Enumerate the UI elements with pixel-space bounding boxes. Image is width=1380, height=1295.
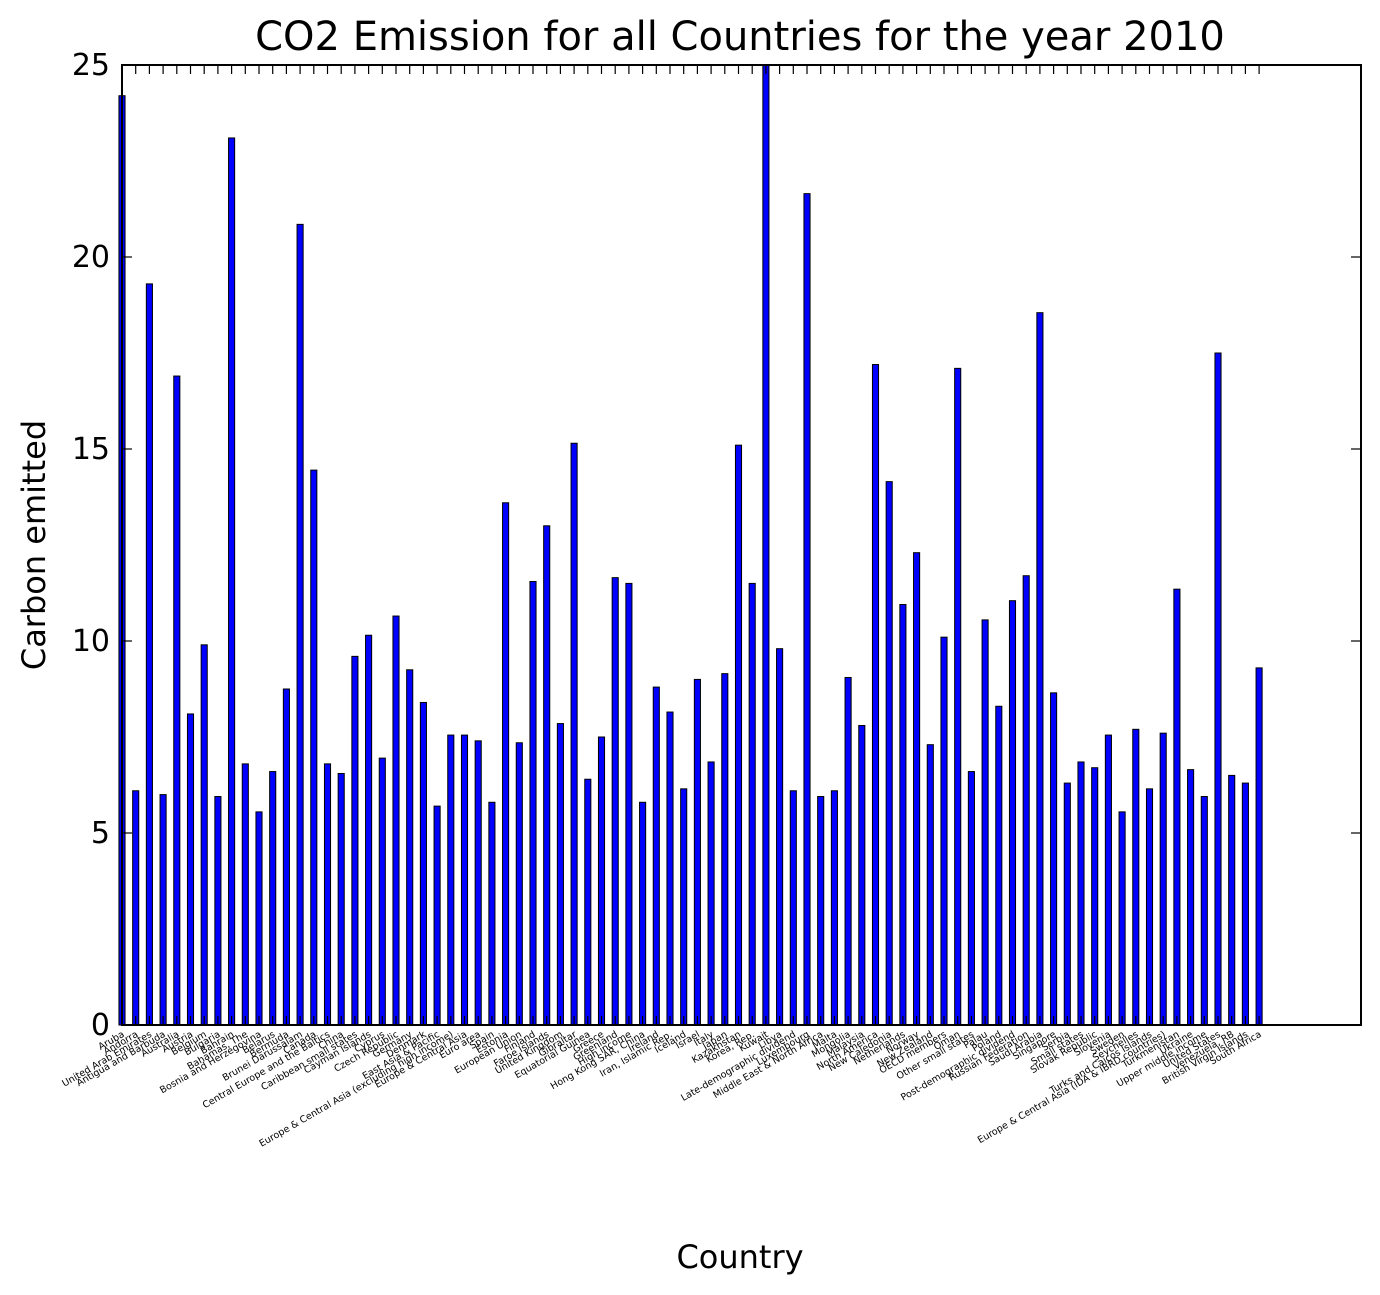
bar <box>447 734 455 1026</box>
bar <box>1200 796 1208 1026</box>
bar <box>337 772 345 1026</box>
y-tick-label: 20 <box>72 240 110 275</box>
y-tick-label: 10 <box>72 624 110 659</box>
bar <box>1091 767 1099 1026</box>
bar <box>323 763 332 1026</box>
bar <box>433 805 441 1026</box>
bars-group <box>118 64 1263 1026</box>
bar <box>173 375 181 1026</box>
bar <box>419 701 427 1026</box>
y-tick-label: 0 <box>91 1008 110 1043</box>
bar <box>365 634 373 1026</box>
bar <box>748 582 756 1026</box>
bar <box>776 648 784 1026</box>
bar <box>597 736 606 1026</box>
bar <box>556 723 564 1026</box>
bar <box>1159 732 1167 1026</box>
bar <box>926 744 934 1026</box>
y-tick-label: 5 <box>91 816 110 851</box>
bar <box>707 761 715 1026</box>
bar <box>1145 788 1154 1026</box>
bar <box>502 502 510 1026</box>
bar <box>858 724 866 1026</box>
bar <box>995 705 1003 1026</box>
bar <box>830 790 838 1026</box>
bar <box>392 615 400 1026</box>
bar <box>310 469 318 1026</box>
bar <box>186 713 195 1026</box>
bar <box>981 619 989 1026</box>
bar <box>543 525 551 1026</box>
y-tick-label: 15 <box>72 432 110 467</box>
bar <box>296 223 304 1026</box>
bar <box>734 444 743 1026</box>
bar <box>625 582 633 1026</box>
y-axis-ticks: 0 5 10 15 20 25 <box>72 48 1361 1043</box>
bar <box>1132 728 1140 1026</box>
bar <box>159 794 167 1026</box>
bar <box>1187 769 1195 1026</box>
bar <box>789 790 797 1026</box>
bar <box>652 686 660 1026</box>
bar <box>584 778 592 1026</box>
bar <box>515 742 523 1026</box>
bar <box>803 193 811 1026</box>
bar <box>611 577 619 1026</box>
bar <box>666 711 674 1026</box>
bar <box>351 655 359 1026</box>
bar <box>844 676 852 1026</box>
bar <box>1214 352 1222 1026</box>
bar <box>721 673 729 1026</box>
bar <box>200 644 208 1026</box>
bar <box>1118 811 1126 1026</box>
bar <box>1173 588 1181 1026</box>
bar <box>241 763 249 1026</box>
bar <box>1063 782 1071 1026</box>
bar <box>639 801 647 1026</box>
bar <box>1008 600 1017 1026</box>
bar <box>214 796 222 1026</box>
bar <box>474 740 482 1026</box>
bar <box>269 771 277 1026</box>
bar <box>145 283 153 1026</box>
bar <box>940 636 948 1026</box>
bar <box>570 442 578 1026</box>
plot-frame <box>121 64 1362 1026</box>
bar <box>460 734 469 1026</box>
chart-title: CO2 Emission for all Countries for the y… <box>255 14 1225 60</box>
y-tick-label: 25 <box>72 48 110 83</box>
bar <box>954 367 962 1026</box>
bar <box>1255 667 1263 1026</box>
bar <box>885 481 893 1026</box>
bar <box>529 580 537 1026</box>
y-axis-label: Carbon emitted <box>15 420 53 670</box>
bar <box>1228 774 1236 1026</box>
bar <box>1077 761 1085 1026</box>
bar <box>1241 782 1249 1026</box>
bar <box>693 678 701 1026</box>
bar <box>255 811 263 1026</box>
bar <box>762 64 770 1026</box>
bar <box>1050 692 1058 1026</box>
bar <box>967 771 975 1026</box>
bar <box>817 796 825 1026</box>
bar <box>132 790 140 1026</box>
bar <box>1022 575 1030 1026</box>
bar <box>406 669 414 1026</box>
bar <box>488 801 496 1026</box>
bar <box>282 688 290 1026</box>
bar <box>913 552 921 1026</box>
bar <box>378 757 386 1026</box>
bar <box>228 137 236 1026</box>
bar <box>899 604 907 1026</box>
bar <box>1036 312 1044 1026</box>
x-axis-label: Country <box>676 1238 803 1276</box>
bar <box>871 364 880 1026</box>
bar <box>1104 734 1112 1026</box>
bar <box>680 788 688 1026</box>
